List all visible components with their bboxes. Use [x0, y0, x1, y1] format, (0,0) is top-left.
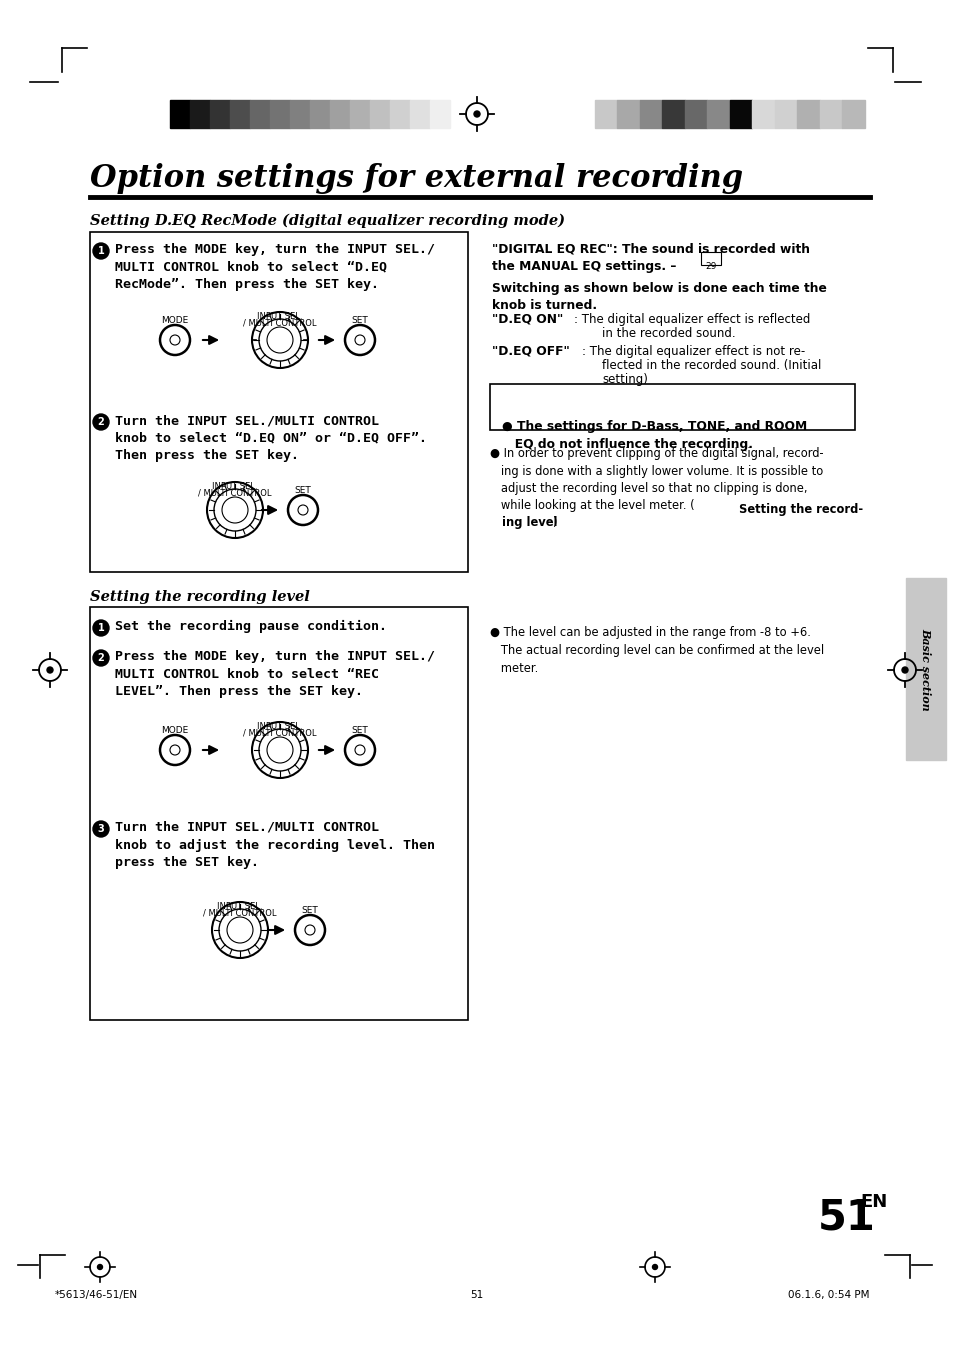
Bar	[230, 100, 250, 128]
Text: EN: EN	[859, 1193, 886, 1210]
Text: flected in the recorded sound. (Initial: flected in the recorded sound. (Initial	[601, 359, 821, 372]
Circle shape	[92, 413, 109, 430]
Bar	[700, 253, 720, 265]
Circle shape	[92, 821, 109, 838]
Text: 1: 1	[97, 623, 104, 634]
Text: SET: SET	[294, 486, 311, 494]
Text: Press the MODE key, turn the INPUT SEL./
MULTI CONTROL knob to select “REC
LEVEL: Press the MODE key, turn the INPUT SEL./…	[115, 650, 435, 698]
Text: SET: SET	[301, 907, 318, 915]
Text: / MULTI CONTROL: / MULTI CONTROL	[198, 489, 272, 499]
Text: 3: 3	[97, 824, 104, 834]
Text: Press the MODE key, turn the INPUT SEL./
MULTI CONTROL knob to select “D.EQ
RecM: Press the MODE key, turn the INPUT SEL./…	[115, 243, 435, 290]
Text: INPUT SEL.: INPUT SEL.	[257, 721, 302, 731]
Bar	[270, 100, 290, 128]
Text: Set the recording pause condition.: Set the recording pause condition.	[115, 620, 387, 634]
Circle shape	[92, 620, 109, 636]
Text: 06.1.6, 0:54 PM: 06.1.6, 0:54 PM	[788, 1290, 869, 1300]
Text: Basic section: Basic section	[920, 628, 930, 711]
Circle shape	[652, 1265, 657, 1270]
Bar	[820, 100, 841, 128]
Text: "D.EQ OFF": "D.EQ OFF"	[492, 345, 569, 358]
Bar	[661, 100, 684, 128]
Bar	[707, 100, 729, 128]
Circle shape	[474, 111, 479, 118]
Bar	[905, 578, 945, 761]
Text: ● The settings for D-Bass, TONE, and ROOM
   EQ do not influence the recording.: ● The settings for D-Bass, TONE, and ROO…	[501, 420, 806, 451]
Text: : The digital equalizer effect is not re-: : The digital equalizer effect is not re…	[581, 345, 804, 358]
Text: 1: 1	[97, 246, 104, 255]
Text: Setting D.EQ RecMode (digital equalizer recording mode): Setting D.EQ RecMode (digital equalizer …	[90, 213, 564, 228]
Bar	[595, 100, 617, 128]
Text: Switching as shown below is done each time the
knob is turned.: Switching as shown below is done each ti…	[492, 282, 826, 312]
Bar	[330, 100, 350, 128]
Text: ● In order to prevent clipping of the digital signal, record-
   ing is done wit: ● In order to prevent clipping of the di…	[490, 447, 822, 512]
Text: INPUT SEL.: INPUT SEL.	[257, 312, 302, 322]
Text: / MULTI CONTROL: / MULTI CONTROL	[243, 730, 316, 738]
Bar	[390, 100, 410, 128]
Text: 51: 51	[470, 1290, 483, 1300]
Bar	[684, 100, 707, 128]
Text: Option settings for external recording: Option settings for external recording	[90, 163, 742, 195]
Bar	[170, 100, 190, 128]
Bar	[350, 100, 370, 128]
Text: ing level: ing level	[490, 516, 557, 530]
Bar	[752, 100, 774, 128]
Circle shape	[97, 1265, 102, 1270]
Bar	[490, 384, 854, 430]
Bar	[639, 100, 661, 128]
Bar	[250, 100, 270, 128]
Text: "D.EQ ON": "D.EQ ON"	[492, 313, 562, 326]
Text: INPUT SEL.: INPUT SEL.	[217, 902, 262, 911]
Text: 51: 51	[817, 1197, 875, 1239]
Bar	[310, 100, 330, 128]
Text: MODE: MODE	[161, 725, 189, 735]
Text: "DIGITAL EQ REC": The sound is recorded with
the MANUAL EQ settings. –: "DIGITAL EQ REC": The sound is recorded …	[492, 243, 809, 273]
Text: ): )	[552, 516, 556, 530]
Text: in the recorded sound.: in the recorded sound.	[601, 327, 735, 340]
Bar	[410, 100, 430, 128]
Circle shape	[47, 667, 53, 673]
Text: Turn the INPUT SEL./MULTI CONTROL
knob to select “D.EQ ON” or “D.EQ OFF”.
Then p: Turn the INPUT SEL./MULTI CONTROL knob t…	[115, 413, 427, 462]
Text: : The digital equalizer effect is reflected: : The digital equalizer effect is reflec…	[574, 313, 809, 326]
Bar	[190, 100, 210, 128]
Text: / MULTI CONTROL: / MULTI CONTROL	[243, 319, 316, 328]
Text: SET: SET	[352, 316, 368, 326]
Text: 29: 29	[704, 262, 716, 272]
Text: Setting the recording level: Setting the recording level	[90, 590, 310, 604]
Text: / MULTI CONTROL: / MULTI CONTROL	[203, 909, 276, 917]
Circle shape	[92, 243, 109, 259]
Text: ● The level can be adjusted in the range from -8 to +6.
   The actual recording : ● The level can be adjusted in the range…	[490, 626, 823, 676]
Text: Turn the INPUT SEL./MULTI CONTROL
knob to adjust the recording level. Then
press: Turn the INPUT SEL./MULTI CONTROL knob t…	[115, 821, 435, 869]
Bar	[370, 100, 390, 128]
Text: INPUT SEL.: INPUT SEL.	[212, 482, 257, 490]
Bar	[90, 607, 468, 1020]
Bar	[729, 100, 752, 128]
Text: Setting the record-: Setting the record-	[739, 503, 862, 516]
Text: MODE: MODE	[161, 316, 189, 326]
Text: setting): setting)	[601, 373, 647, 386]
Text: *5613/46-51/EN: *5613/46-51/EN	[55, 1290, 138, 1300]
Bar	[430, 100, 450, 128]
Text: 2: 2	[97, 417, 104, 427]
Bar	[210, 100, 230, 128]
Bar	[774, 100, 797, 128]
Text: 2: 2	[97, 653, 104, 663]
Bar	[90, 232, 468, 571]
Bar	[841, 100, 864, 128]
Text: SET: SET	[352, 725, 368, 735]
Bar	[797, 100, 820, 128]
Circle shape	[901, 667, 907, 673]
Circle shape	[92, 650, 109, 666]
Bar	[617, 100, 639, 128]
Bar	[290, 100, 310, 128]
